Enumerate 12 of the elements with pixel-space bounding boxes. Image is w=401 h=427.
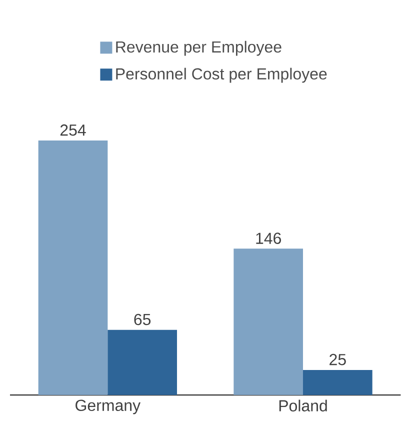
x-tick-label: Germany [76,400,141,414]
bar [38,140,108,395]
legend-label: Personnel Cost per Employee [116,68,327,83]
bar [234,248,303,395]
legend-label: Revenue per Employee [116,40,282,56]
data-label: 254 [60,124,86,136]
bar [303,370,372,395]
data-label: 25 [330,354,346,366]
data-label: 65 [134,314,151,326]
bar [108,330,177,395]
data-label: 146 [256,232,281,244]
x-tick-label: Poland [279,400,327,412]
